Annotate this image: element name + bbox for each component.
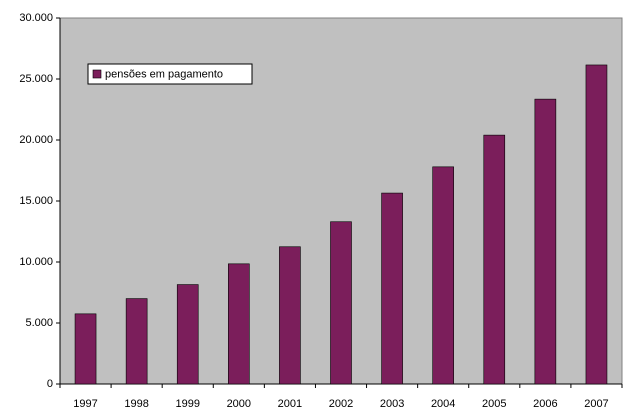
- bar: [432, 166, 454, 385]
- y-tick-label: 0: [47, 378, 53, 390]
- x-tick-label: 2002: [329, 398, 353, 410]
- x-tick-label: 1999: [175, 398, 199, 410]
- y-tick-label: 5.000: [25, 317, 53, 329]
- y-tick-label: 25.000: [19, 73, 53, 85]
- bar: [483, 134, 506, 385]
- x-tick-label: 2005: [482, 398, 506, 410]
- bar: [534, 98, 557, 385]
- x-tick-label: 1998: [124, 398, 148, 410]
- legend-swatch: [92, 69, 102, 79]
- y-tick-label: 15.000: [19, 195, 53, 207]
- bar: [74, 313, 97, 385]
- x-tick-label: 2007: [584, 398, 608, 410]
- bar: [585, 64, 608, 385]
- bar: [381, 192, 403, 385]
- x-tick-label: 2004: [431, 398, 455, 410]
- legend-box: [87, 63, 253, 85]
- y-tick-label: 10.000: [19, 256, 53, 268]
- x-tick-label: 1997: [73, 398, 97, 410]
- y-tick-label: 20.000: [19, 134, 53, 146]
- x-tick-label: 2006: [533, 398, 557, 410]
- legend-label: pensões em pagamento: [105, 68, 223, 80]
- bar: [176, 284, 199, 385]
- bar: [228, 263, 250, 385]
- x-tick-label: 2003: [380, 398, 404, 410]
- bar: [125, 298, 148, 385]
- y-tick-label: 30.000: [19, 12, 53, 24]
- x-tick-label: 2000: [227, 398, 251, 410]
- bar: [279, 246, 301, 385]
- bar: [330, 221, 352, 385]
- x-tick-label: 2001: [278, 398, 302, 410]
